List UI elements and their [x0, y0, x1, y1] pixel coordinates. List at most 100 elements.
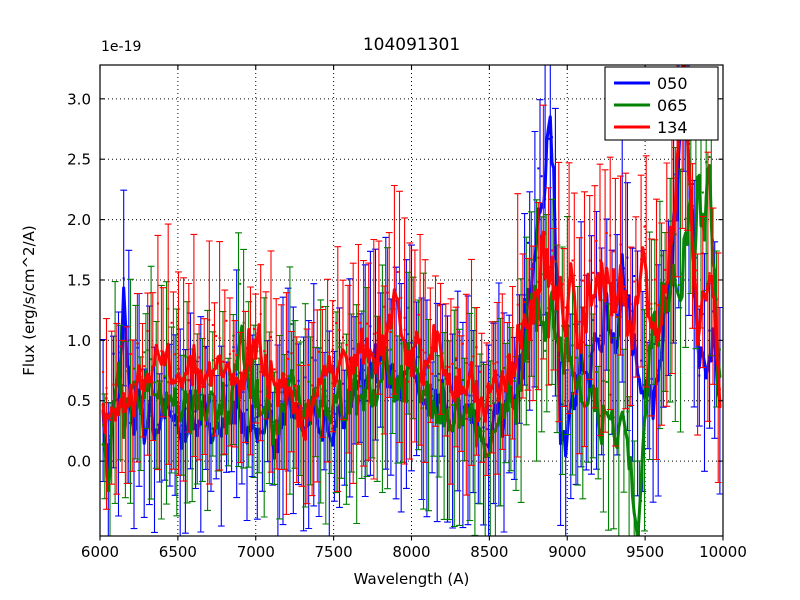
datapoint	[287, 357, 290, 360]
datapoint	[605, 380, 608, 383]
datapoint	[571, 344, 574, 347]
series-065	[101, 86, 722, 536]
datapoint	[653, 278, 656, 281]
datapoint	[287, 350, 290, 353]
x-tick-label: 9500	[626, 543, 664, 561]
datapoint	[506, 355, 509, 358]
datapoint	[204, 425, 207, 428]
datapoint	[160, 350, 163, 352]
datapoint	[547, 137, 550, 140]
datapoint	[376, 375, 379, 378]
datapoint	[653, 302, 656, 305]
axis-layer	[99, 64, 724, 541]
datapoint	[482, 426, 485, 429]
datapoint	[626, 256, 629, 259]
datapoint	[575, 356, 577, 359]
y-tick-label: 0.0	[67, 453, 91, 471]
datapoint	[427, 366, 430, 369]
x-tick-label: 6500	[159, 543, 197, 561]
datapoint	[338, 346, 341, 348]
datapoint	[369, 325, 372, 328]
datapoint	[232, 334, 235, 337]
datapoint	[372, 332, 375, 335]
datapoint	[359, 321, 362, 324]
datapoint	[523, 293, 526, 296]
datapoint	[708, 272, 711, 275]
datapoint	[472, 355, 475, 358]
spectrum-line-134	[101, 65, 722, 441]
datapoint	[698, 374, 701, 377]
legend-label-050[interactable]: 050	[657, 74, 688, 93]
datapoint	[318, 350, 320, 353]
datapoint	[403, 328, 406, 331]
datapoint	[218, 337, 221, 340]
datapoint	[314, 393, 317, 396]
datapoint	[383, 305, 386, 308]
datapoint	[153, 381, 156, 384]
datapoint	[290, 323, 293, 326]
datapoint	[252, 328, 255, 330]
datapoint	[503, 367, 505, 369]
datapoint	[602, 379, 605, 382]
datapoint	[304, 417, 307, 419]
datapoint	[366, 322, 368, 325]
datapoint	[400, 342, 403, 345]
datapoint	[437, 304, 440, 307]
datapoint	[156, 302, 159, 305]
datapoint	[259, 313, 262, 315]
datapoint	[235, 354, 238, 357]
datapoint	[228, 353, 231, 355]
datapoint	[458, 331, 461, 334]
datapoint	[167, 307, 170, 310]
datapoint	[537, 256, 540, 259]
datapoint	[664, 268, 667, 271]
datapoint	[643, 397, 646, 400]
datapoint	[105, 386, 108, 389]
datapoint	[626, 410, 629, 413]
datapoint	[184, 407, 187, 410]
datapoint	[294, 385, 296, 388]
datapoint	[129, 353, 132, 355]
datapoint	[211, 324, 214, 326]
datapoint	[540, 175, 543, 178]
datapoint	[489, 430, 492, 433]
datapoint	[417, 313, 420, 316]
datapoint	[160, 380, 163, 383]
datapoint	[612, 250, 615, 253]
datapoint	[448, 366, 451, 368]
datapoint	[201, 385, 204, 388]
y-tick-label: 3.0	[67, 90, 91, 108]
datapoint	[180, 388, 183, 391]
datapoint	[513, 380, 516, 382]
datapoint	[708, 156, 711, 158]
legend[interactable]: 050 065 134	[604, 66, 719, 141]
datapoint	[348, 357, 351, 360]
datapoint	[386, 291, 389, 294]
datapoint	[146, 330, 149, 332]
x-tick-label: 8000	[392, 543, 430, 561]
datapoint	[225, 319, 228, 322]
datapoint	[345, 343, 348, 346]
datapoint	[554, 310, 557, 313]
datapoint	[297, 402, 300, 405]
legend-label-134[interactable]: 134	[657, 118, 688, 137]
datapoint	[595, 305, 598, 308]
datapoint	[239, 282, 242, 285]
y-tick-label: 2.5	[67, 151, 91, 169]
datapoint	[246, 408, 248, 411]
x-tick-label: 8500	[470, 543, 508, 561]
datapoint	[461, 378, 464, 381]
legend-label-065[interactable]: 065	[657, 96, 688, 115]
datapoint	[290, 352, 293, 355]
y-axis-label: Flux (erg/s/cm^2/A)	[20, 225, 38, 376]
datapoint	[479, 370, 481, 373]
datapoint	[616, 313, 619, 316]
y-tick-label: 0.5	[67, 392, 91, 410]
datapoint	[407, 306, 410, 309]
datapoint	[588, 259, 591, 262]
x-axis-label: Wavelength (A)	[354, 570, 470, 588]
datapoint	[694, 269, 697, 272]
datapoint	[616, 315, 619, 318]
datapoint	[369, 348, 372, 351]
datapoint	[379, 362, 382, 365]
